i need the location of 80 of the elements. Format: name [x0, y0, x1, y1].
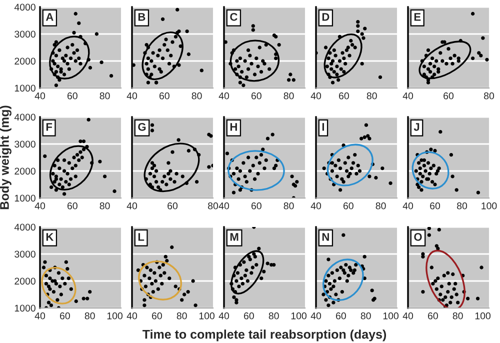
chart-title: F	[46, 123, 52, 131]
x-tick-label: 80	[284, 92, 294, 100]
y-tick-label: 3000	[14, 250, 36, 258]
x-tick-label: 60	[339, 92, 349, 100]
chart-title: A	[46, 13, 54, 21]
x-tick-label: 60	[336, 312, 346, 320]
y-tick-label: 2000	[14, 168, 36, 175]
y-tick-label: 2000	[14, 58, 36, 65]
x-tick-label: 40	[34, 92, 46, 100]
chart-title: L	[138, 233, 144, 241]
x-axis-title: Time to complete tail reabsorption (days)	[142, 330, 386, 342]
x-tick-label: 60	[244, 312, 254, 320]
y-axis-title: Body weight (mg)	[0, 106, 12, 210]
chart-title: B	[138, 13, 146, 21]
y-tick-label: 3000	[14, 30, 36, 38]
chart-title: D	[322, 13, 330, 21]
x-tick-label: 60	[430, 202, 440, 210]
y-tick-label: 1000	[14, 84, 36, 92]
x-tick-label: 80	[366, 92, 377, 100]
x-tick-label: 60	[444, 92, 454, 100]
chart-title: M	[230, 233, 238, 241]
y-tick-label: 4000	[14, 114, 36, 121]
x-tick-label: 40	[218, 202, 230, 210]
x-tick-label: 40	[310, 202, 322, 210]
y-tick-label: 1000	[14, 194, 36, 202]
x-tick-label: 40	[310, 312, 322, 320]
x-tick-label: 40	[402, 202, 414, 210]
chart-title: C	[230, 12, 238, 21]
x-tick-label: 100	[291, 312, 306, 320]
x-tick-label: 60	[67, 92, 78, 100]
x-tick-label: 80	[268, 312, 279, 320]
x-tick-label: 100	[482, 202, 497, 210]
x-tick-label: 40	[34, 202, 46, 210]
x-tick-label: 40	[402, 312, 414, 320]
x-tick-label: 40	[310, 92, 322, 100]
x-tick-label: 60	[67, 202, 78, 210]
x-tick-label: 40	[218, 312, 230, 320]
chart-title: O	[414, 232, 422, 241]
x-tick-label: 80	[484, 92, 494, 100]
x-tick-label: 80	[192, 92, 202, 100]
x-tick-label: 80	[376, 202, 386, 210]
x-tick-label: 60	[343, 202, 354, 210]
chart-title: E	[414, 13, 421, 21]
x-tick-label: 100	[107, 312, 122, 320]
x-tick-label: 80	[84, 312, 95, 320]
x-tick-label: 60	[251, 92, 262, 100]
x-tick-label: 40	[126, 202, 138, 210]
x-tick-label: 60	[60, 312, 70, 320]
x-tick-label: 80	[457, 202, 468, 210]
chart-title: I	[322, 123, 324, 131]
y-tick-label: 4000	[14, 4, 36, 11]
x-tick-label: 80	[452, 312, 463, 320]
x-tick-label: 80	[284, 202, 294, 210]
chart-title: K	[46, 233, 54, 241]
x-tick-label: 40	[126, 312, 138, 320]
x-tick-label: 60	[159, 92, 170, 100]
y-tick-label: 4000	[14, 224, 36, 231]
x-tick-label: 60	[152, 312, 162, 320]
y-tick-label: 1000	[14, 304, 36, 312]
x-tick-label: 40	[218, 92, 230, 100]
x-tick-label: 80	[100, 202, 110, 210]
x-tick-label: 40	[126, 92, 138, 100]
x-tick-label: 100	[199, 312, 214, 320]
x-tick-label: 40	[34, 312, 46, 320]
x-tick-label: 40	[402, 92, 414, 100]
y-tick-label: 2000	[14, 278, 36, 285]
x-tick-label: 80	[208, 202, 218, 210]
x-tick-label: 60	[168, 202, 178, 210]
x-tick-label: 80	[176, 312, 187, 320]
y-tick-label: 3000	[14, 140, 36, 148]
chart-title: G	[138, 122, 146, 131]
x-tick-label: 80	[360, 312, 371, 320]
x-tick-label: 80	[100, 92, 110, 100]
x-tick-label: 100	[383, 312, 398, 320]
x-tick-label: 100	[475, 312, 490, 320]
x-tick-label: 60	[428, 312, 438, 320]
chart-title: N	[322, 233, 329, 241]
chart-title: H	[230, 123, 237, 131]
chart-title: J	[414, 123, 420, 131]
x-tick-label: 60	[251, 202, 262, 210]
